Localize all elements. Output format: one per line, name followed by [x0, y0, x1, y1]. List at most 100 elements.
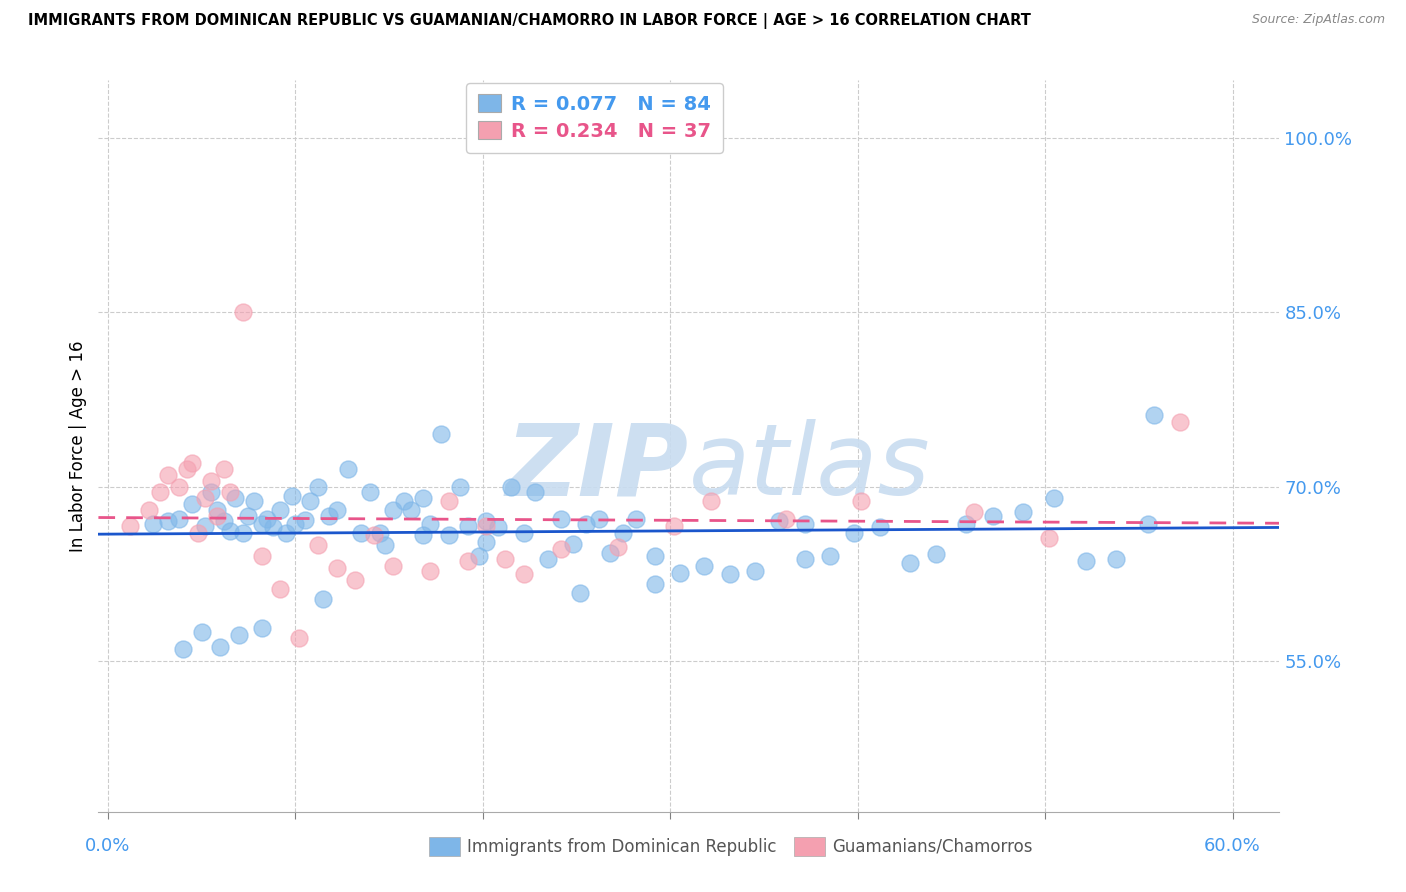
Point: [284, 516, 307, 531]
Point: [120, 519, 142, 533]
Point: [818, 549, 841, 564]
Point: [644, 577, 666, 591]
Point: [412, 491, 434, 506]
Point: [898, 556, 921, 570]
Point: [768, 515, 790, 529]
Legend: R = 0.077   N = 84, R = 0.234   N = 37: R = 0.077 N = 84, R = 0.234 N = 37: [467, 83, 723, 153]
Point: [475, 519, 498, 533]
Point: [269, 582, 291, 596]
Point: [430, 427, 453, 442]
Point: [218, 485, 240, 500]
Point: [368, 526, 391, 541]
Point: [419, 516, 441, 531]
Point: [588, 512, 610, 526]
Point: [325, 503, 347, 517]
Point: [187, 526, 209, 541]
Point: [963, 505, 986, 519]
Point: [381, 503, 404, 517]
Point: [468, 549, 491, 564]
Point: [626, 512, 648, 526]
Point: [700, 493, 723, 508]
Point: [401, 503, 423, 517]
Point: [693, 558, 716, 573]
Point: [194, 519, 217, 533]
Point: [280, 489, 302, 503]
Point: [294, 513, 316, 527]
Point: [262, 520, 284, 534]
Point: [194, 491, 217, 506]
Point: [156, 468, 179, 483]
Point: [575, 516, 598, 531]
Point: [392, 493, 415, 508]
Point: [232, 305, 254, 319]
Point: [307, 480, 329, 494]
Point: [1011, 505, 1033, 519]
Point: [167, 512, 190, 526]
Point: [499, 480, 522, 494]
Point: [336, 462, 359, 476]
Point: [312, 592, 335, 607]
Point: [359, 485, 381, 500]
Point: [513, 566, 536, 581]
Point: [200, 474, 222, 488]
Point: [925, 547, 948, 561]
Point: [537, 551, 560, 566]
Text: IMMIGRANTS FROM DOMINICAN REPUBLIC VS GUAMANIAN/CHAMORRO IN LABOR FORCE | AGE > : IMMIGRANTS FROM DOMINICAN REPUBLIC VS GU…: [28, 13, 1031, 29]
Point: [569, 586, 592, 600]
Point: [243, 493, 266, 508]
Point: [142, 516, 165, 531]
Point: [475, 515, 498, 529]
Point: [550, 512, 572, 526]
Text: atlas: atlas: [689, 419, 931, 516]
Point: [599, 546, 621, 560]
Point: [644, 549, 666, 564]
Point: [524, 485, 547, 500]
Point: [1038, 531, 1060, 545]
Point: [744, 565, 766, 579]
Point: [181, 457, 204, 471]
Point: [457, 554, 479, 568]
Point: [288, 631, 311, 645]
Point: [612, 526, 634, 541]
Point: [449, 480, 471, 494]
Point: [851, 493, 873, 508]
Point: [205, 503, 228, 517]
Text: ZIP: ZIP: [506, 419, 689, 516]
Point: [1076, 554, 1098, 568]
Point: [218, 524, 240, 538]
Point: [457, 519, 479, 533]
Point: [149, 485, 172, 500]
Point: [437, 528, 460, 542]
Point: [224, 491, 246, 506]
Point: [437, 493, 460, 508]
Point: [475, 535, 498, 549]
Point: [1143, 408, 1166, 422]
Point: [794, 551, 817, 566]
Point: [412, 528, 434, 542]
Point: [307, 538, 329, 552]
Point: [167, 480, 190, 494]
Point: [205, 508, 228, 523]
Text: Guamanians/Chamorros: Guamanians/Chamorros: [832, 838, 1033, 855]
Point: [606, 540, 628, 554]
Point: [250, 549, 273, 564]
Text: Immigrants from Dominican Republic: Immigrants from Dominican Republic: [467, 838, 776, 855]
Point: [1137, 516, 1160, 531]
Point: [550, 542, 572, 557]
Point: [228, 628, 250, 642]
Point: [256, 512, 278, 526]
Point: [561, 536, 583, 550]
Point: [299, 493, 322, 508]
Point: [1105, 551, 1128, 566]
Point: [138, 503, 160, 517]
Point: [269, 503, 291, 517]
Text: 60.0%: 60.0%: [1204, 838, 1261, 855]
Point: [344, 573, 367, 587]
Point: [775, 512, 797, 526]
Point: [668, 566, 690, 580]
Point: [238, 508, 260, 523]
Text: Source: ZipAtlas.com: Source: ZipAtlas.com: [1251, 13, 1385, 27]
Point: [190, 624, 212, 639]
Point: [172, 642, 194, 657]
Point: [250, 621, 273, 635]
